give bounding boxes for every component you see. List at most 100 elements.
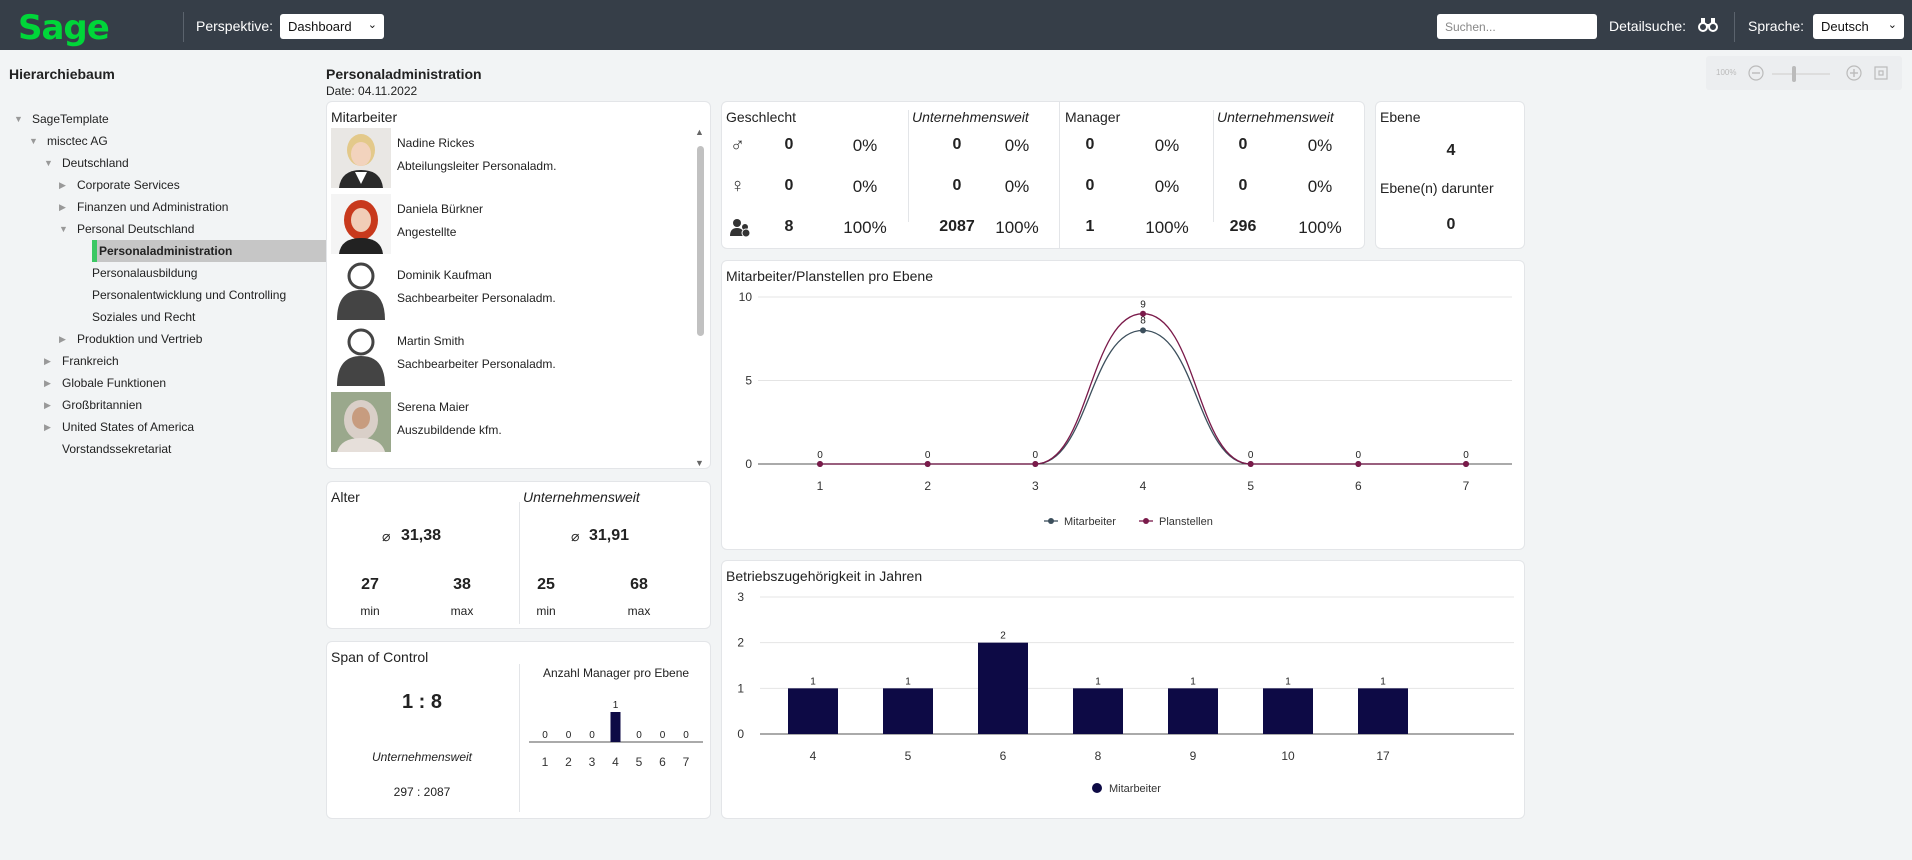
gender-percent: 0%	[1004, 136, 1030, 155]
bar	[1073, 688, 1123, 734]
gender-count: 0	[1238, 136, 1248, 153]
y-tick-label: 0	[737, 727, 744, 741]
tree-item-label: Personaladministration	[99, 244, 233, 258]
perspective-label: Perspektive:	[196, 18, 274, 34]
user-placeholder-icon	[331, 326, 391, 386]
data-label: 0	[925, 450, 931, 461]
language-label: Sprache:	[1748, 18, 1805, 34]
caret-right-icon[interactable]: ▶	[44, 356, 51, 366]
zoom-slider-track[interactable]	[1772, 73, 1830, 75]
data-label: 1	[1095, 676, 1101, 687]
line-chart-title: Mitarbeiter/Planstellen pro Ebene	[726, 268, 934, 284]
scrollbar-thumb[interactable]	[697, 146, 704, 336]
tree-item-label: Deutschland	[62, 156, 129, 170]
x-tick-label: 4	[612, 755, 619, 769]
zoom-out-icon[interactable]	[1748, 65, 1764, 81]
employee-list-item[interactable]: Dominik Kaufman Sachbearbeiter Personalad…	[331, 260, 686, 322]
managers-per-level-chart: 0 1 0 2 0 3 1 4 0 5 0 6 0 7	[529, 699, 703, 769]
manager-company-label: Unternehmensweit	[1217, 109, 1334, 125]
tree-item-label: Frankreich	[62, 354, 119, 368]
tree-item[interactable]: ▼ Personal Deutschland	[0, 218, 320, 240]
tree-item[interactable]: ▼ SageTemplate	[0, 108, 320, 130]
bar	[610, 712, 621, 742]
y-tick-label: 5	[745, 374, 752, 388]
tree-item[interactable]: Personalausbildung	[0, 262, 320, 284]
tree-item[interactable]: Soziales und Recht	[0, 306, 320, 328]
tree-item-label: Personal Deutschland	[77, 222, 195, 236]
legend-label: Mitarbeiter	[1064, 516, 1116, 528]
language-select[interactable]: Deutsch ⌄	[1813, 14, 1904, 39]
data-label: 0	[925, 450, 931, 461]
tree-item[interactable]: ▶ Globale Funktionen	[0, 372, 320, 394]
tree-item-label: Soziales und Recht	[92, 310, 196, 324]
tree-item[interactable]: Personaladministration	[92, 240, 326, 262]
x-tick-label: 5	[1247, 479, 1254, 493]
data-label: 1	[1190, 676, 1196, 687]
gender-percent: 0%	[1307, 177, 1333, 196]
data-label: 8	[1140, 315, 1146, 326]
tree-item[interactable]: ▶ Finanzen und Administration	[0, 196, 320, 218]
gender-count: 0	[784, 136, 794, 153]
x-tick-label: 5	[905, 749, 912, 763]
tree-item[interactable]: ▶ Corporate Services	[0, 174, 320, 196]
tree-item[interactable]: Personalentwicklung und Controlling	[0, 284, 320, 306]
tree-item[interactable]: ▼ misctec AG	[0, 130, 320, 152]
tree-item[interactable]: ▶ Großbritannien	[0, 394, 320, 416]
tree-item[interactable]: ▶ Frankreich	[0, 350, 320, 372]
caret-down-icon[interactable]: ▼	[29, 136, 38, 146]
span-company-label: Unternehmensweit	[371, 750, 473, 764]
divider	[519, 502, 520, 624]
employees-card: Mitarbeiter Nadine Rickes Abteilungsleite…	[326, 101, 711, 469]
caret-right-icon[interactable]: ▶	[44, 378, 51, 388]
perspective-select[interactable]: Dashboard ⌄	[280, 14, 384, 39]
caret-right-icon[interactable]: ▶	[44, 400, 51, 410]
data-label: 0	[683, 730, 689, 741]
caret-down-icon[interactable]: ▼	[59, 224, 68, 234]
x-tick-label: 4	[1140, 479, 1147, 493]
binoculars-icon[interactable]	[1698, 16, 1718, 34]
tree-item[interactable]: ▶ United States of America	[0, 416, 320, 438]
tree-item[interactable]: ▶ Produktion und Vertrieb	[0, 328, 320, 350]
x-tick-label: 4	[810, 749, 817, 763]
active-marker	[92, 240, 97, 262]
avg-icon: ⌀	[382, 528, 391, 544]
data-point	[1247, 461, 1254, 467]
y-tick-label: 2	[737, 636, 744, 650]
level-card: Ebene 4 Ebene(n) darunter 0	[1375, 101, 1525, 249]
caret-down-icon[interactable]: ▼	[14, 114, 23, 124]
x-tick-label: 3	[1032, 479, 1039, 493]
scroll-up-icon[interactable]: ▲	[695, 127, 704, 137]
employees-scrollbar[interactable]: ▲ ▼	[694, 124, 706, 468]
employee-list-item[interactable]: Martin Smith Sachbearbeiter Personaladm.	[331, 326, 686, 388]
data-label: 0	[1248, 450, 1254, 461]
gender-count: 8	[784, 218, 794, 235]
data-label: 1	[905, 676, 911, 687]
gender-company-label: Unternehmensweit	[912, 109, 1029, 125]
tree-item-label: misctec AG	[47, 134, 108, 148]
fit-screen-icon[interactable]	[1873, 65, 1889, 81]
caret-right-icon[interactable]: ▶	[59, 180, 66, 190]
caret-right-icon[interactable]: ▶	[44, 422, 51, 432]
zoom-in-icon[interactable]	[1846, 65, 1862, 81]
caret-right-icon[interactable]: ▶	[59, 334, 66, 344]
zoom-control: 100%	[1706, 56, 1902, 90]
scroll-down-icon[interactable]: ▼	[695, 458, 704, 468]
employee-role: Sachbearbeiter Personaladm.	[397, 291, 556, 305]
tree-item[interactable]: ▼ Deutschland	[0, 152, 320, 174]
tree-item[interactable]: Vorstandssekretariat	[0, 438, 320, 460]
bar	[788, 688, 838, 734]
employee-list-item[interactable]: Nadine Rickes Abteilungsleiter Personalad…	[331, 128, 686, 190]
x-tick-label: 9	[1190, 749, 1197, 763]
company-max-age: 68	[630, 576, 648, 593]
data-label: 0	[817, 450, 823, 461]
zoom-slider-handle[interactable]	[1792, 66, 1796, 82]
dept-min-age: 27	[361, 576, 379, 593]
employee-list-item[interactable]: Daniela Bürkner Angestellte	[331, 194, 686, 256]
caret-right-icon[interactable]: ▶	[59, 202, 66, 212]
employee-list-item[interactable]: Serena Maier Auszubildende kfm.	[331, 392, 686, 454]
gender-count: 0	[1085, 177, 1095, 194]
caret-down-icon[interactable]: ▼	[44, 158, 53, 168]
bar	[1168, 688, 1218, 734]
search-input[interactable]: Suchen...	[1437, 14, 1597, 39]
divider	[908, 110, 909, 222]
